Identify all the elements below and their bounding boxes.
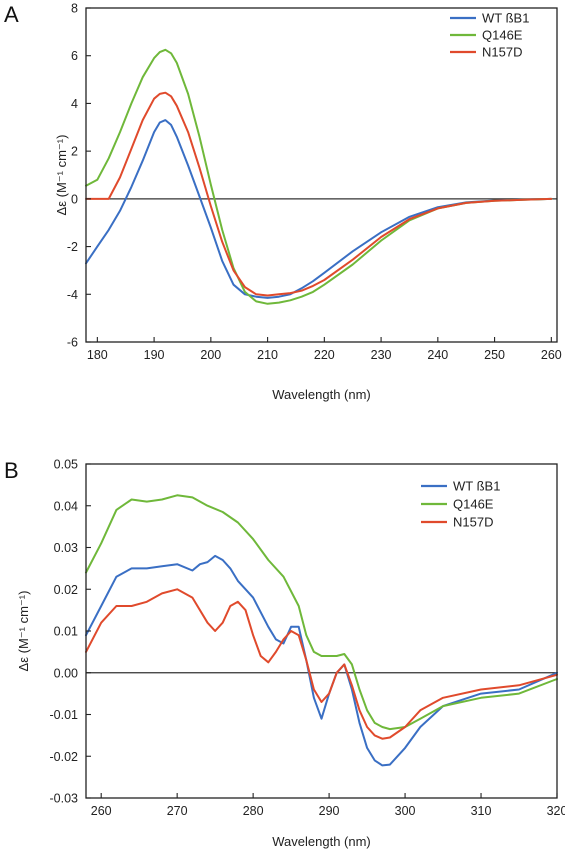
x-tick-label: 220 [314, 348, 335, 362]
panel-b-y-axis: -0.03 -0.02 -0.01 0.00 0.01 0.02 0.03 0.04 0.05 [50, 458, 91, 806]
x-tick-label: 190 [144, 348, 165, 362]
panel-a-plot-frame [85, 7, 558, 343]
panel-b-x-axis: 260 270 280 290 300 310 320 [91, 793, 565, 818]
panel-b-chart: B 260 270 280 290 300 310 320 -0.03 -0.02 -0.01 0… [4, 458, 565, 850]
panel-a-x-axis: 180 190 200 210 220 230 240 250 260 [87, 337, 562, 362]
legend-label: WT ßB1 [482, 11, 529, 26]
y-tick-label: 0.02 [54, 583, 78, 597]
x-tick-label: 280 [243, 804, 264, 818]
series-line-n157d [85, 588, 558, 740]
x-tick-label: 290 [319, 804, 340, 818]
series-line-n157d [85, 91, 553, 297]
y-tick-label: 0.04 [54, 499, 78, 513]
y-tick-label: -2 [67, 240, 78, 254]
x-tick-label: 230 [371, 348, 392, 362]
y-tick-label: 0.05 [54, 458, 78, 472]
series-line-q146e [85, 48, 553, 305]
x-tick-label: 300 [395, 804, 416, 818]
legend-label: N157D [482, 45, 522, 60]
x-tick-label: 210 [257, 348, 278, 362]
x-tick-label: 320 [547, 804, 565, 818]
panel-b-letter: B [4, 458, 19, 483]
legend-label: N157D [453, 515, 493, 530]
y-tick-label: 2 [71, 145, 78, 159]
x-tick-label: 260 [541, 348, 562, 362]
legend-label: WT ßB1 [453, 479, 500, 494]
y-tick-label: -0.01 [50, 708, 79, 722]
y-tick-label: -0.02 [50, 750, 79, 764]
series-line-wt-b1 [85, 554, 558, 767]
x-tick-label: 180 [87, 348, 108, 362]
y-tick-label: 4 [71, 97, 78, 111]
y-tick-label: -4 [67, 288, 78, 302]
legend-label: Q146E [453, 497, 494, 512]
panel-a-y-axis-title: Δε (M⁻¹ cm⁻¹) [54, 135, 69, 216]
y-tick-label: 6 [71, 49, 78, 63]
x-tick-label: 260 [91, 804, 112, 818]
panel-a-y-axis: -6 -4 -2 0 2 4 6 8 [67, 2, 91, 350]
x-tick-label: 240 [427, 348, 448, 362]
series-line-q146e [85, 494, 558, 731]
x-tick-label: 310 [471, 804, 492, 818]
y-tick-label: 0.03 [54, 541, 78, 555]
panel-b-y-axis-title: Δε (M⁻¹ cm⁻¹) [16, 591, 31, 672]
panel-a-x-axis-title: Wavelength (nm) [272, 387, 371, 402]
y-tick-label: 0 [71, 192, 78, 206]
panel-b-legend: WT ßB1 Q146E N157D [421, 479, 500, 530]
panel-b-x-axis-title: Wavelength (nm) [272, 834, 371, 849]
y-tick-label: 8 [71, 2, 78, 16]
panel-a-letter: A [4, 2, 19, 27]
y-tick-label: 0.01 [54, 625, 78, 639]
y-tick-label: -0.03 [50, 792, 79, 806]
panel-a-chart: A 180 190 200 210 220 230 240 250 260 -6 -4 -2 0 2 4 6… [4, 2, 562, 403]
x-tick-label: 200 [200, 348, 221, 362]
x-tick-label: 270 [167, 804, 188, 818]
panel-a-legend: WT ßB1 Q146E N157D [450, 11, 529, 60]
y-tick-label: 0.00 [54, 666, 78, 680]
legend-label: Q146E [482, 28, 523, 43]
y-tick-label: -6 [67, 336, 78, 350]
panel-b-series-group [85, 494, 558, 767]
panel-a-series-group [85, 48, 553, 305]
x-tick-label: 250 [484, 348, 505, 362]
series-line-wt-b1 [85, 119, 553, 299]
